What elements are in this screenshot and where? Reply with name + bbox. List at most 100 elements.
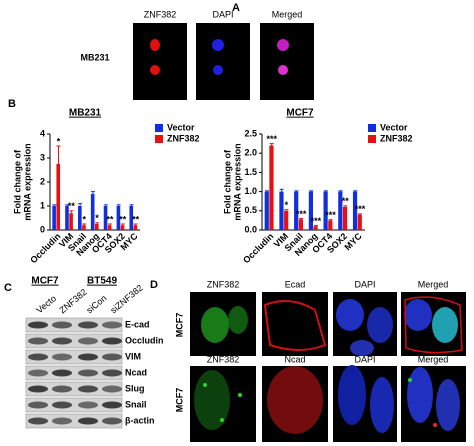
column-header: Ecad	[285, 279, 306, 289]
legend-label: ZNF382	[380, 133, 413, 143]
blot-band	[78, 401, 98, 409]
row-label: β-actin	[125, 415, 155, 425]
bar	[69, 213, 73, 230]
y-tick-label: 1	[40, 200, 45, 210]
y-axis-label: Fold change of	[12, 149, 22, 214]
y-tick-label: 2.0	[244, 148, 257, 158]
column-header: ZNF382	[207, 354, 240, 364]
blot-band	[78, 321, 98, 329]
blot-band	[28, 417, 48, 425]
bar	[338, 191, 343, 230]
micrographs	[190, 292, 466, 442]
blot-band	[78, 417, 98, 425]
blot-band	[28, 321, 48, 329]
blot-band	[28, 369, 48, 377]
significance: *	[57, 136, 61, 146]
blot-band	[52, 401, 72, 409]
y-tick-label: 2	[40, 176, 45, 186]
bar	[264, 191, 269, 230]
blot-band	[78, 337, 98, 345]
row-label: MB231	[80, 52, 109, 62]
panel-label: B	[8, 98, 16, 110]
bar	[78, 206, 82, 230]
bar	[133, 225, 138, 230]
bar	[308, 191, 313, 230]
y-tick-label: 0.0	[244, 224, 257, 234]
panel-label: C	[4, 282, 12, 294]
significance: *	[285, 200, 289, 210]
legend-label: Vector	[380, 122, 408, 132]
blot-band	[102, 385, 122, 393]
legend-label: ZNF382	[167, 133, 200, 143]
significance: ***	[296, 209, 307, 219]
lane-label: siCon	[84, 293, 108, 315]
legend-label: Vector	[167, 122, 195, 132]
blot-band	[78, 353, 98, 361]
bar	[65, 206, 69, 230]
lane-label: Vecto	[34, 293, 58, 315]
blot-band	[102, 369, 122, 377]
y-tick-label: 2.5	[244, 128, 257, 138]
blot-band	[52, 417, 72, 425]
blot-band	[28, 385, 48, 393]
significance: ***	[355, 204, 366, 214]
column-header: DAPI	[212, 9, 233, 19]
bar	[52, 206, 56, 230]
bar	[284, 210, 289, 230]
blot-band	[102, 337, 122, 345]
blot-band	[52, 321, 72, 329]
significance: **	[68, 201, 76, 211]
row-label: E-cad	[125, 319, 150, 329]
lane-label: siZNF382	[108, 283, 144, 316]
bar	[357, 214, 362, 230]
bar	[279, 191, 284, 230]
bar	[342, 206, 348, 230]
panel-label: D	[150, 279, 158, 291]
row-label: Occludin	[125, 335, 164, 345]
significance: ***	[325, 210, 336, 220]
blot-band	[102, 353, 122, 361]
significance: **	[119, 214, 127, 224]
blot-band	[28, 401, 48, 409]
bar	[269, 145, 274, 230]
row-label: VIM	[125, 351, 141, 361]
x-tick-label: MYC	[343, 231, 365, 253]
significance: ***	[266, 134, 277, 144]
legend-swatch	[155, 124, 163, 132]
blot-band	[78, 369, 98, 377]
blot-band	[52, 337, 72, 345]
group-header: MCF7	[31, 276, 59, 287]
blot-band	[102, 321, 122, 329]
y-tick-label: 3	[40, 152, 45, 162]
micrographs	[133, 23, 314, 100]
column-header: ZNF382	[207, 279, 240, 289]
column-header: Merged	[418, 279, 449, 289]
y-axis-label: mRNA expression	[22, 143, 32, 220]
y-tick-label: 1.5	[244, 167, 257, 177]
row-label: Snail	[125, 399, 147, 409]
y-tick-label: 4	[40, 128, 45, 138]
y-axis-label: mRNA expression	[232, 143, 242, 220]
bar	[352, 191, 358, 230]
bar	[129, 206, 134, 230]
column-header: DAPI	[354, 354, 375, 364]
legend-swatch	[368, 124, 376, 132]
bar	[294, 191, 299, 230]
row-label: Slug	[125, 383, 145, 393]
bar	[56, 164, 61, 230]
legend-swatch	[155, 135, 163, 143]
column-header: Ncad	[284, 354, 305, 364]
significance: *	[82, 214, 86, 224]
y-axis-label: Fold change of	[222, 149, 232, 214]
blot-band	[52, 353, 72, 361]
bar	[313, 226, 318, 230]
bar	[82, 225, 86, 230]
blot-band	[78, 385, 98, 393]
significance: **	[106, 214, 114, 224]
column-header: Merged	[418, 354, 449, 364]
row-label: Ncad	[125, 367, 147, 377]
y-tick-label: 0	[40, 224, 45, 234]
bar	[90, 194, 95, 230]
